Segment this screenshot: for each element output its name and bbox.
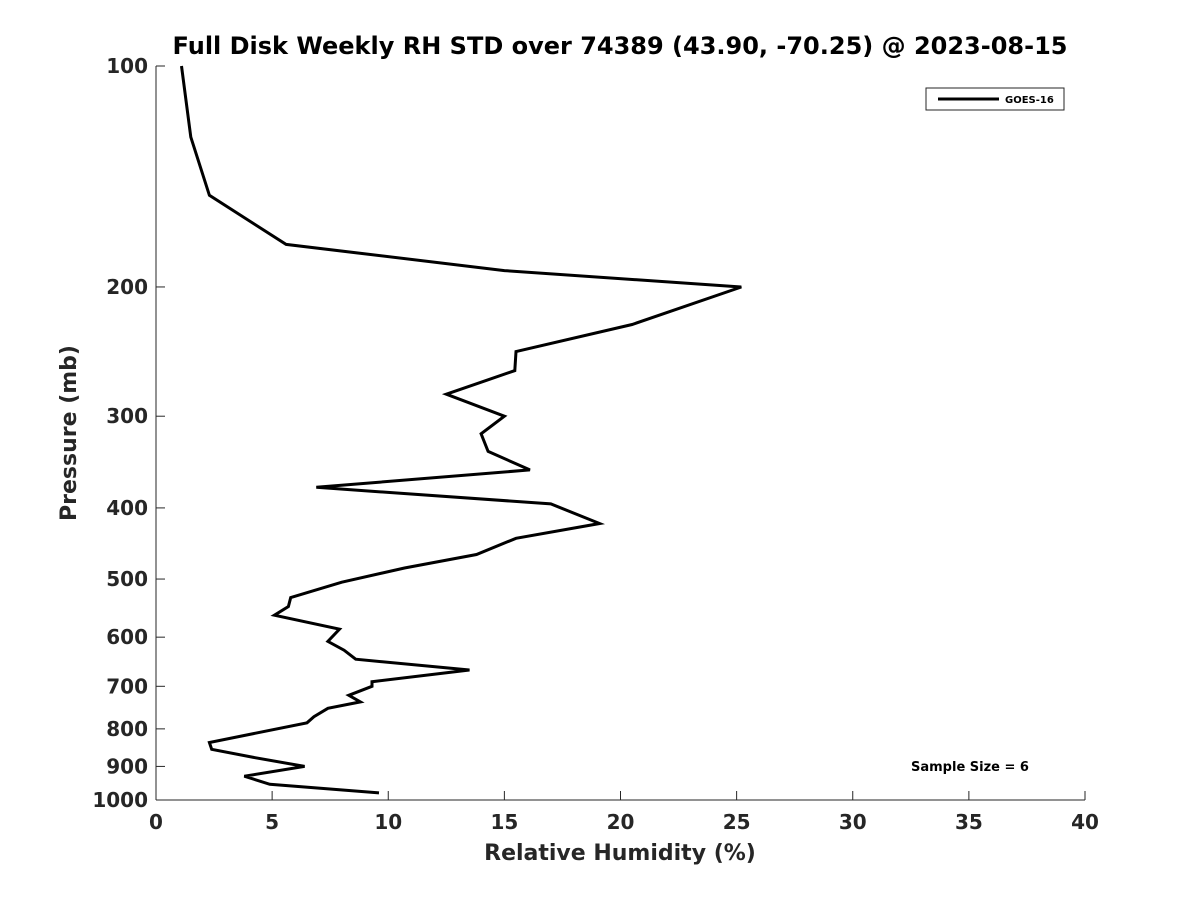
y-tick-label: 600 [106,625,148,649]
y-tick-label: 900 [106,754,148,778]
y-tick-label: 100 [106,54,148,78]
y-ticks: 100 200 300 400 500 600 700 800 900 1000 [92,54,165,812]
sample-size-annotation: Sample Size = 6 [911,760,1029,775]
x-tick-label: 10 [374,810,402,834]
series-line-goes-16 [180,65,742,795]
x-tick-label: 35 [955,810,983,834]
x-tick-label: 0 [149,810,163,834]
axes: 0 5 10 15 20 25 30 35 40 100 200 300 400 500 600 700 80… [92,54,1099,834]
y-tick-label: 1000 [92,788,148,812]
legend-label: GOES-16 [1005,95,1054,106]
x-tick-label: 40 [1071,810,1099,834]
chart-title: Full Disk Weekly RH STD over 74389 (43.9… [173,32,1068,60]
x-tick-label: 15 [490,810,518,834]
x-tick-label: 5 [265,810,279,834]
y-tick-label: 300 [106,404,148,428]
y-tick-label: 800 [106,717,148,741]
y-tick-label: 700 [106,674,148,698]
y-tick-label: 500 [106,567,148,591]
y-tick-label: 200 [106,275,148,299]
x-axis-label: Relative Humidity (%) [484,841,756,866]
x-tick-label: 20 [607,810,635,834]
x-tick-label: 25 [723,810,751,834]
y-axis-label: Pressure (mb) [57,345,82,521]
y-tick-label: 400 [106,496,148,520]
legend: GOES-16 [925,87,1065,111]
x-tick-label: 30 [839,810,867,834]
x-ticks: 0 5 10 15 20 25 30 35 40 [149,791,1099,834]
